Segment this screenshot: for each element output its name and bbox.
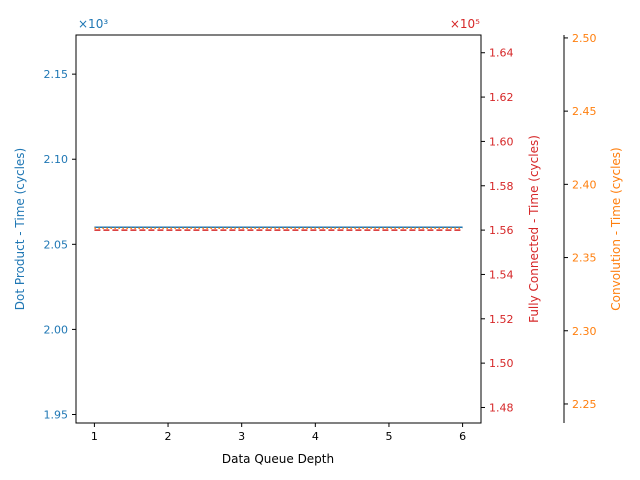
y-tick-label: 2.25: [572, 398, 597, 411]
x-tick-label: 5: [385, 430, 392, 443]
y-tick-label: 1.48: [489, 401, 514, 414]
series-layer: [94, 226, 463, 231]
y-axis-label: Dot Product - Time (cycles): [13, 148, 27, 310]
y-tick-label: 2.50: [572, 32, 597, 45]
y-tick-label: 1.64: [489, 47, 514, 60]
y-tick-label: 1.58: [489, 180, 514, 193]
y-tick-label: 2.45: [572, 105, 597, 118]
x-tick-label: 6: [459, 430, 466, 443]
y-tick-label: 1.60: [489, 135, 514, 148]
plot-frame: [75, 34, 482, 424]
y-axes: 1.95 2.00 2.05 2.10 2.15 Dot Product - Time (…: [13, 17, 623, 423]
plot-area-border: [75, 34, 482, 424]
x-tick-label: 4: [312, 430, 319, 443]
x-axis: 1 2 3 4 5 6: [91, 423, 466, 443]
y-tick-label: 1.54: [489, 268, 514, 281]
y-axis-conv: 2.25 2.30 2.35 2.40 2.45 2.50 Convolution - Ti…: [563, 32, 623, 423]
y-axis-fc: 1.48 1.50 1.52 1.54 1.56 1.58 1.60 1.62 1.64 Full…: [450, 17, 541, 414]
x-tick-label: 3: [238, 430, 245, 443]
y-axis-label: Convolution - Time (cycles): [609, 147, 623, 310]
x-tick-label: 2: [165, 430, 172, 443]
y-tick-label: 1.95: [44, 408, 69, 421]
x-tick-label: 1: [91, 430, 98, 443]
y-tick-label: 2.00: [44, 323, 69, 336]
y-tick-label: 2.15: [44, 68, 69, 81]
y-tick-label: 1.62: [489, 91, 514, 104]
y-tick-label: 1.52: [489, 313, 514, 326]
x-axis-label: Data Queue Depth: [222, 452, 334, 466]
y-axis-multiplier: ×10⁵: [450, 17, 480, 31]
y-axis-label: Fully Connected - Time (cycles): [527, 135, 541, 323]
y-tick-label: 2.30: [572, 325, 597, 338]
y-tick-label: 2.35: [572, 252, 597, 265]
y-tick-label: 1.50: [489, 357, 514, 370]
y-tick-label: 2.05: [44, 238, 69, 251]
y-tick-label: 1.56: [489, 224, 514, 237]
y-axis-multiplier: ×10³: [78, 17, 108, 31]
y-axis-dot: 1.95 2.00 2.05 2.10 2.15 Dot Product - Time (…: [13, 17, 108, 421]
y-tick-label: 2.10: [44, 153, 69, 166]
y-tick-label: 2.40: [572, 178, 597, 191]
